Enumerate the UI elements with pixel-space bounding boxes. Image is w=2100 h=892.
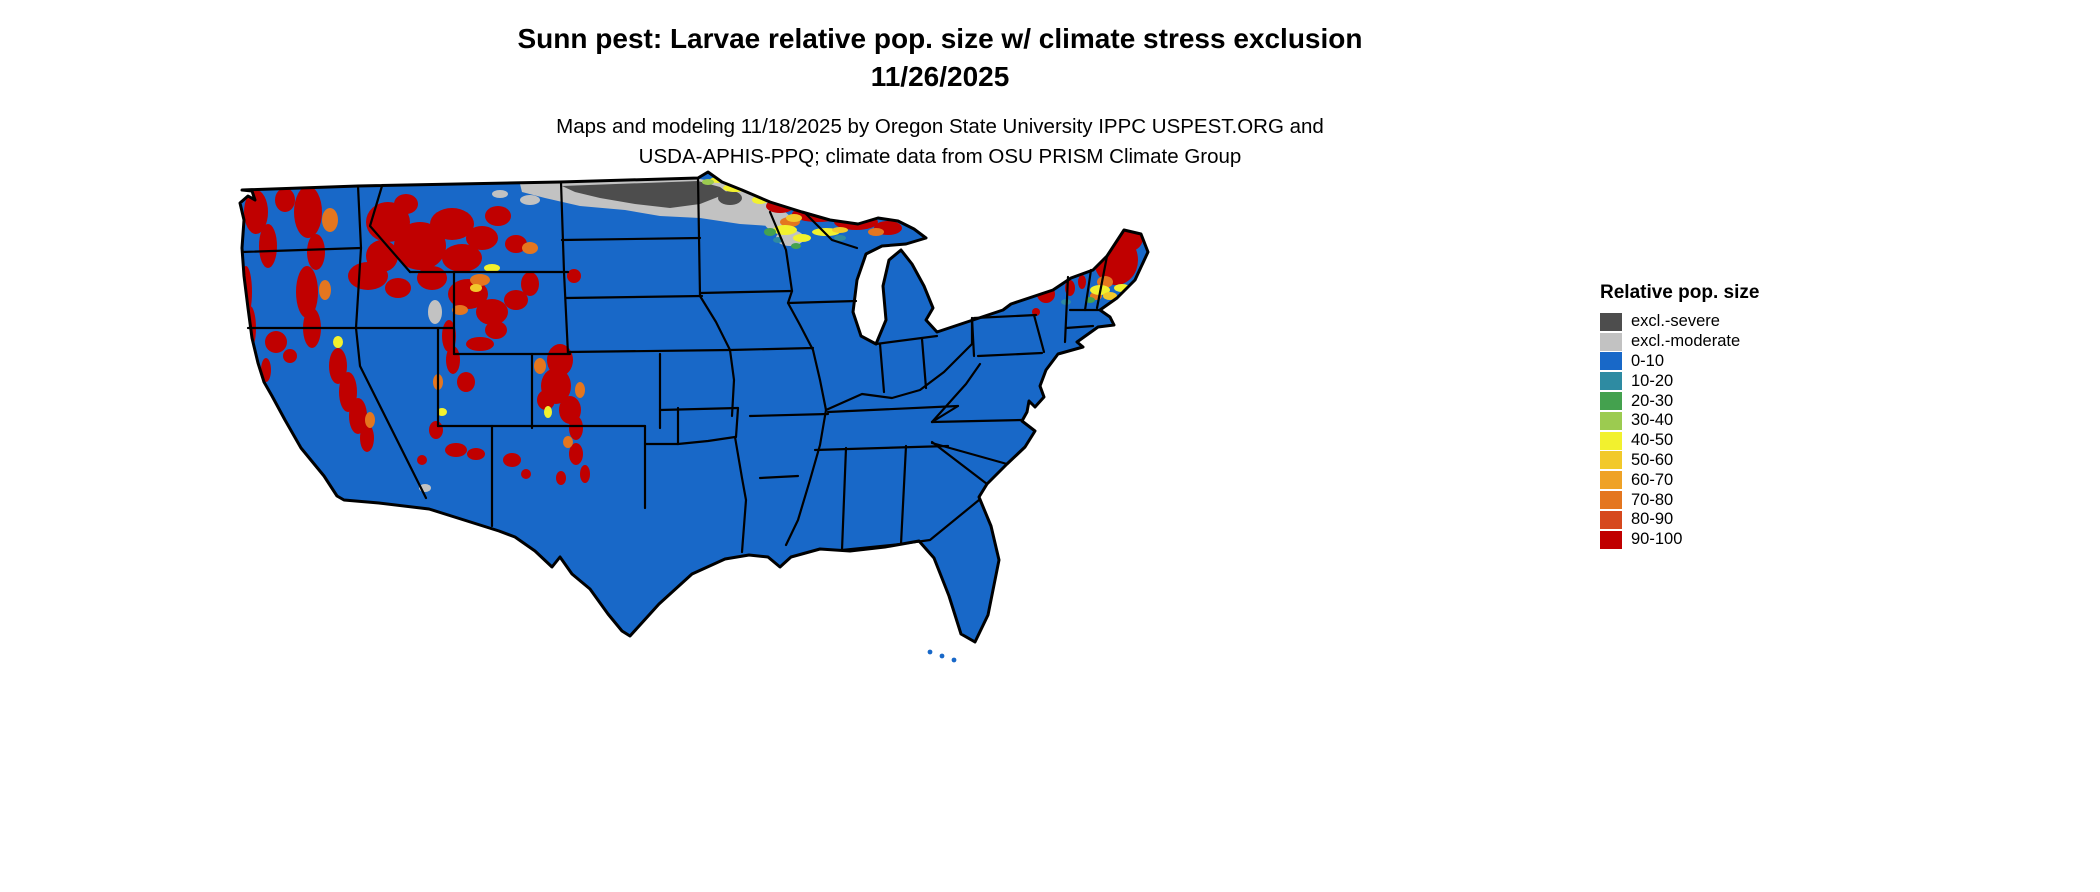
legend-title: Relative pop. size <box>1600 282 1760 303</box>
legend-swatch <box>1600 491 1622 510</box>
legend-swatch <box>1600 372 1622 391</box>
legend-item: excl.-severe <box>1600 312 1759 332</box>
legend-item-label: excl.-severe <box>1631 312 1720 331</box>
legend-item-label: 40-50 <box>1631 431 1674 450</box>
legend-item: 40-50 <box>1600 431 1759 451</box>
legend-item: 30-40 <box>1600 411 1759 431</box>
legend-swatch <box>1600 392 1622 411</box>
exclusion-severe-region <box>562 181 742 208</box>
legend-item-label: 90-100 <box>1631 530 1683 549</box>
legend-item-label: 60-70 <box>1631 470 1674 489</box>
legend-item: 60-70 <box>1600 470 1759 490</box>
legend-item-label: 50-60 <box>1631 450 1674 469</box>
page-title-line2: 11/26/2025 <box>870 61 1010 92</box>
legend-item: 80-90 <box>1600 510 1759 530</box>
pop-90-100-regions <box>240 186 1143 485</box>
legend-item-label: 0-10 <box>1631 351 1665 370</box>
legend-swatch <box>1600 471 1622 490</box>
legend-swatch <box>1600 332 1622 351</box>
legend-swatch <box>1600 411 1622 430</box>
legend-item-label: 30-40 <box>1631 411 1674 430</box>
legend-swatch <box>1600 431 1622 450</box>
state-borders <box>240 176 1109 554</box>
subtitle-line1: Maps and modeling 11/18/2025 by Oregon S… <box>556 115 1324 138</box>
legend-swatch <box>1600 352 1622 371</box>
subtitle-line2: USDA-APHIS-PPQ; climate data from OSU PR… <box>638 145 1242 168</box>
legend-item-label: 20-30 <box>1631 391 1674 410</box>
national-border <box>238 170 1150 644</box>
us-map <box>238 170 1150 663</box>
florida-keys <box>927 649 957 663</box>
legend-swatch <box>1600 312 1622 331</box>
legend-swatch <box>1600 530 1622 549</box>
page-subtitle: Maps and modeling 11/18/2025 by Oregon S… <box>0 112 1880 172</box>
legend-item-label: excl.-moderate <box>1631 332 1741 351</box>
legend-item: 20-30 <box>1600 391 1759 411</box>
legend-swatch <box>1600 451 1622 470</box>
legend-items: excl.-severe excl.-moderate 0-10 10-20 20-30… <box>1600 312 1759 550</box>
legend-item: 90-100 <box>1600 530 1759 550</box>
legend-item: 0-10 <box>1600 352 1759 372</box>
legend-item-label: 70-80 <box>1631 490 1674 509</box>
header: Sunn pest: Larvae relative pop. size w/ … <box>0 20 1880 172</box>
legend-item: 50-60 <box>1600 451 1759 471</box>
legend-item: 70-80 <box>1600 490 1759 510</box>
legend-item: 10-20 <box>1600 371 1759 391</box>
legend-swatch <box>1600 510 1622 529</box>
legend-item: excl.-moderate <box>1600 332 1759 352</box>
legend: Relative pop. size excl.-severe excl.-mod… <box>1600 282 1759 550</box>
legend-item-label: 80-90 <box>1631 510 1674 529</box>
legend-item-label: 10-20 <box>1631 371 1674 390</box>
page-title-line1: Sunn pest: Larvae relative pop. size w/ … <box>517 23 1363 54</box>
